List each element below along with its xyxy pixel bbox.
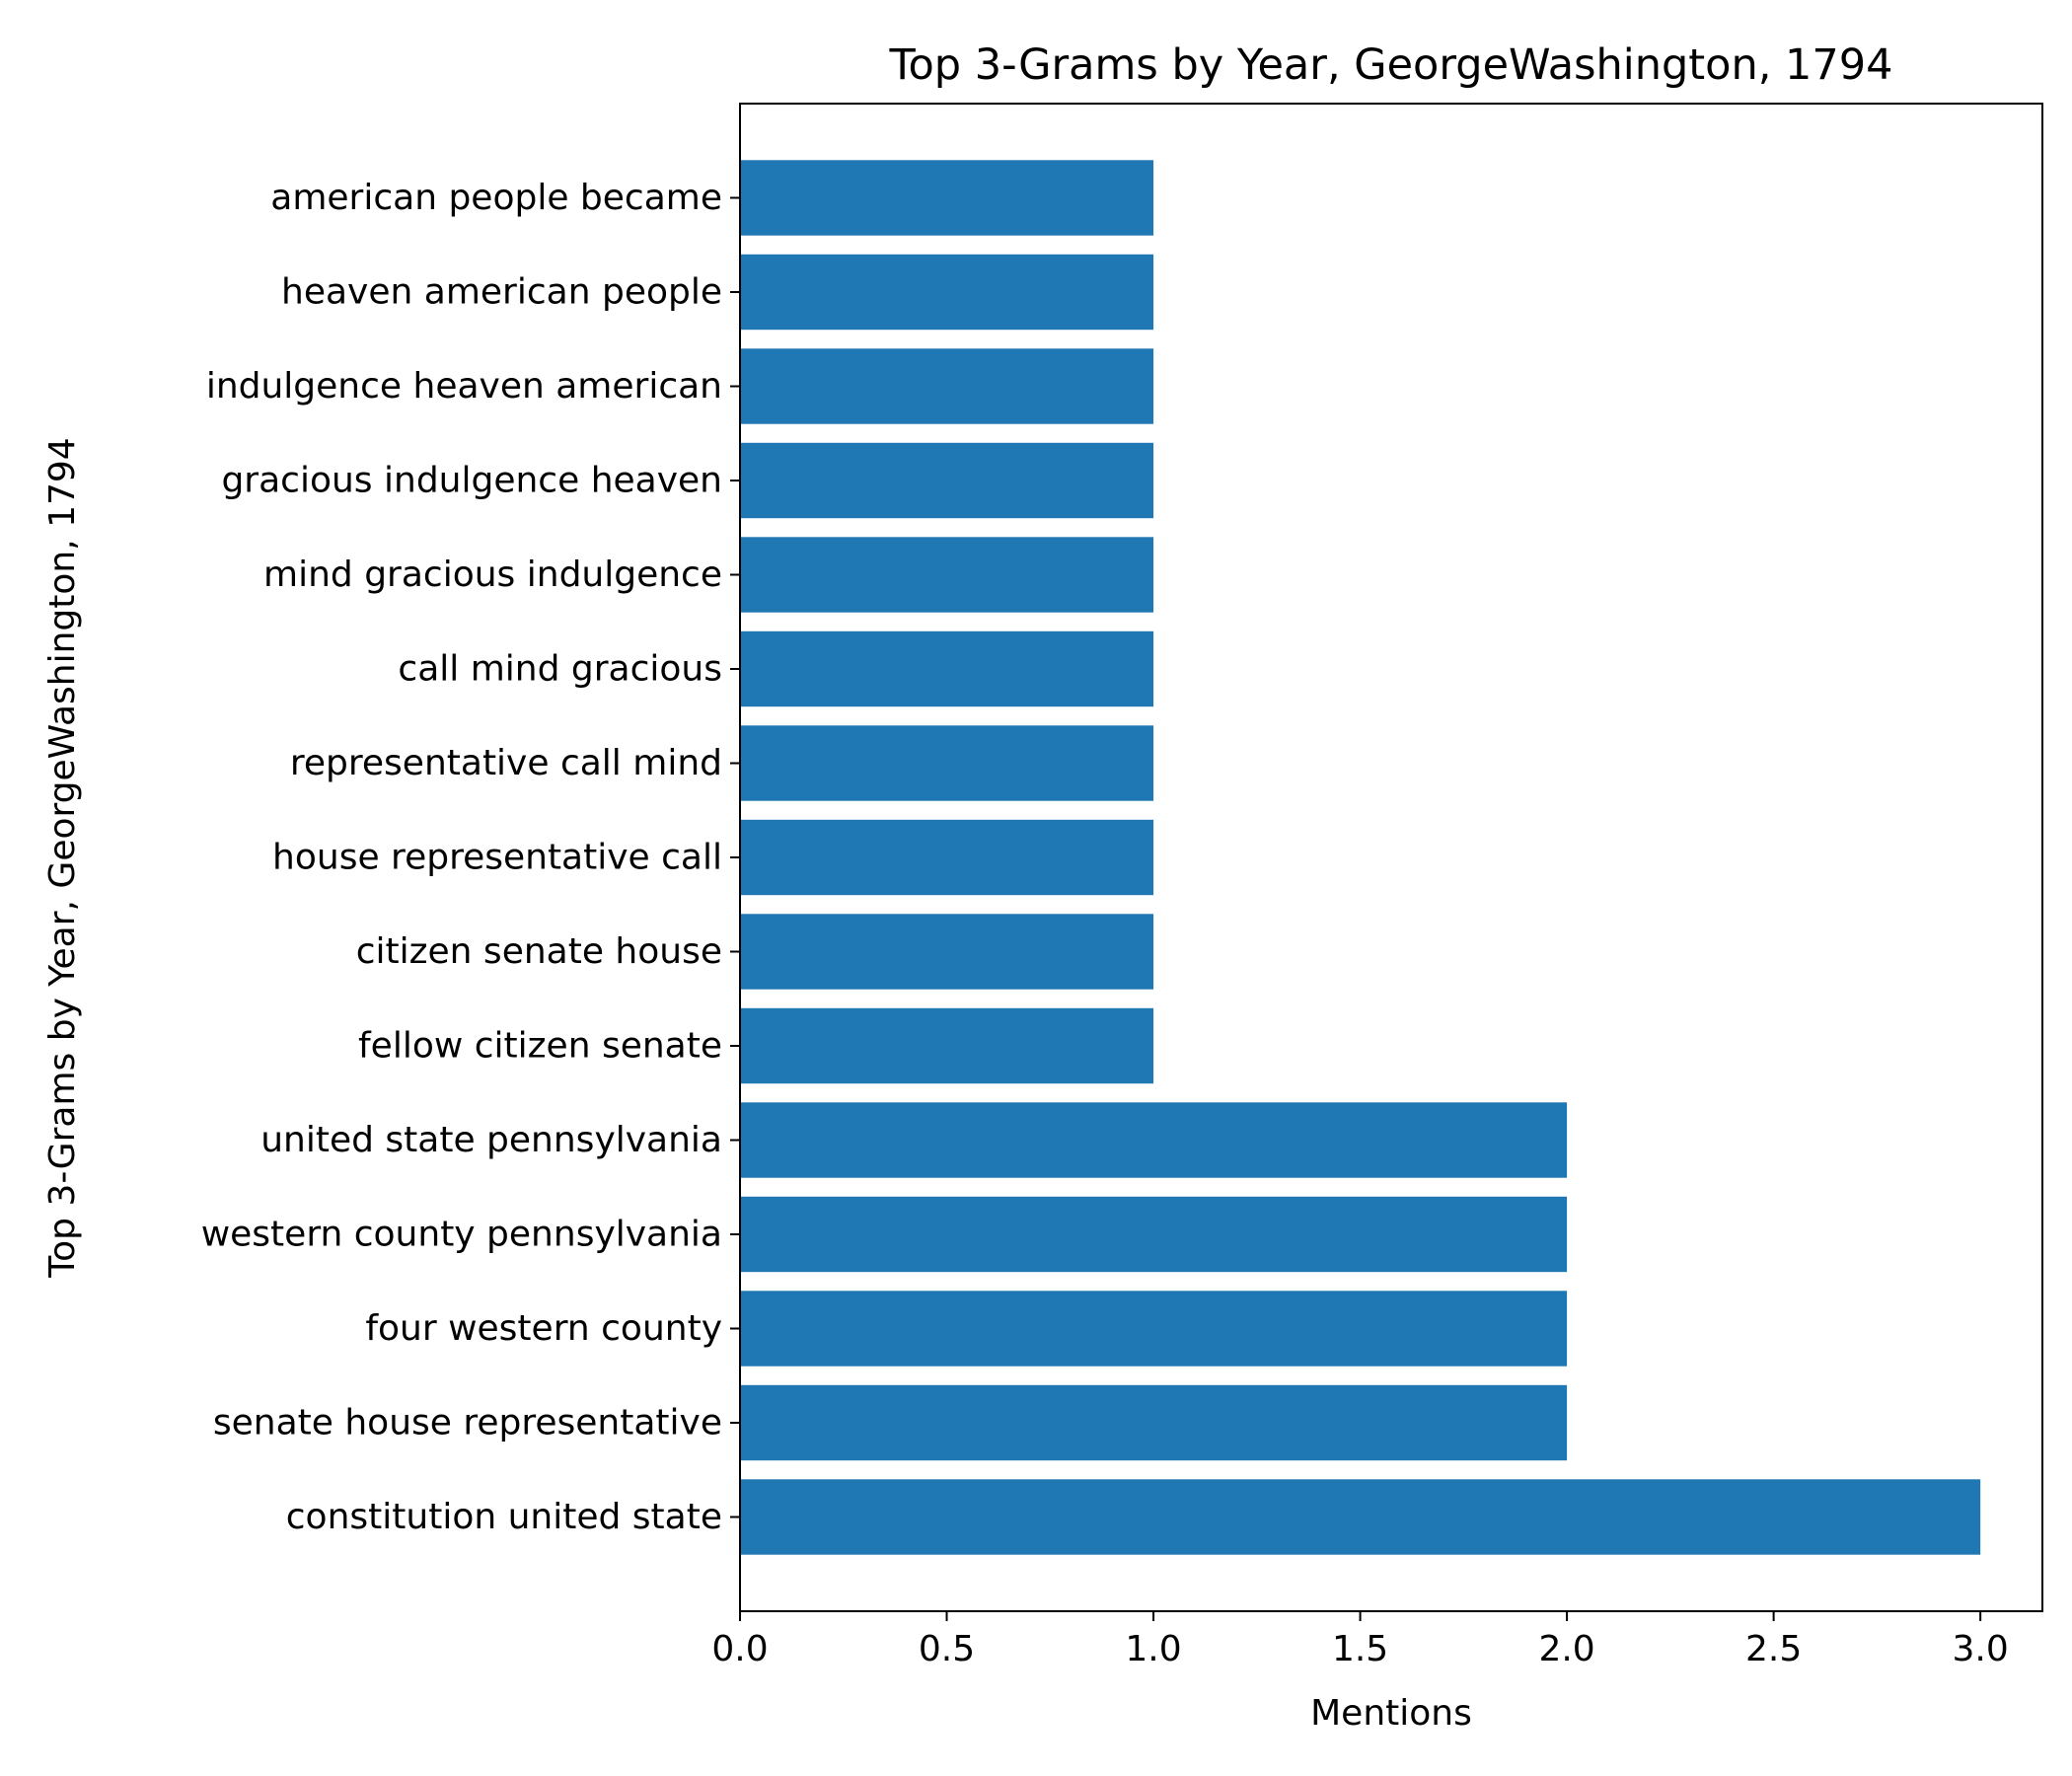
y-tick-label: house representative call xyxy=(272,838,722,878)
x-tick-label: 0.5 xyxy=(919,1629,975,1669)
bar xyxy=(740,348,1154,424)
y-tick-label: senate house representative xyxy=(213,1403,722,1443)
y-tick-label: american people became xyxy=(270,178,722,218)
bar xyxy=(740,914,1154,990)
y-tick-label: western county pennsylvania xyxy=(201,1215,722,1255)
y-tick-label: citizen senate house xyxy=(356,931,722,972)
x-axis-ticks: 0.0 0.5 1.0 1.5 2.0 2.5 3.0 xyxy=(711,1611,2009,1669)
bar xyxy=(740,1384,1568,1461)
x-axis-label: Mentions xyxy=(1310,1693,1472,1734)
x-tick-label: 2.0 xyxy=(1538,1629,1594,1669)
y-tick-label: united state pennsylvania xyxy=(260,1120,722,1160)
x-tick-label: 0.0 xyxy=(711,1629,768,1669)
bar xyxy=(740,725,1154,801)
y-tick-label: constitution united state xyxy=(286,1497,722,1537)
bar xyxy=(740,1196,1568,1273)
bar xyxy=(740,1291,1568,1367)
y-tick-label: indulgence heaven american xyxy=(206,366,722,407)
x-tick-label: 3.0 xyxy=(1953,1629,2009,1669)
bar xyxy=(740,819,1154,896)
x-tick-label: 1.5 xyxy=(1332,1629,1388,1669)
bar xyxy=(740,442,1154,519)
bar xyxy=(740,160,1154,236)
bar xyxy=(740,1479,1981,1555)
bar xyxy=(740,1102,1568,1178)
bar xyxy=(740,1007,1154,1084)
x-tick-label: 1.0 xyxy=(1125,1629,1181,1669)
bar xyxy=(740,630,1154,707)
y-axis-label: Top 3-Grams by Year, GeorgeWashington, 1… xyxy=(42,437,83,1278)
y-tick-label: mind gracious indulgence xyxy=(263,555,722,595)
y-tick-label: representative call mind xyxy=(290,743,722,783)
chart-title: Top 3-Grams by Year, GeorgeWashington, 1… xyxy=(889,40,1893,90)
plot-frame xyxy=(739,103,2043,1612)
y-tick-label: heaven american people xyxy=(281,272,722,313)
y-tick-label: call mind gracious xyxy=(398,649,722,690)
x-tick-label: 2.5 xyxy=(1745,1629,1802,1669)
y-tick-label: fellow citizen senate xyxy=(358,1026,722,1067)
y-tick-label: gracious indulgence heaven xyxy=(221,461,722,501)
y-axis-ticks: american people became heaven american pe… xyxy=(201,178,740,1537)
bar xyxy=(740,254,1154,331)
y-tick-label: four western county xyxy=(365,1308,722,1349)
bar xyxy=(740,537,1154,613)
bars-group xyxy=(740,160,1981,1555)
